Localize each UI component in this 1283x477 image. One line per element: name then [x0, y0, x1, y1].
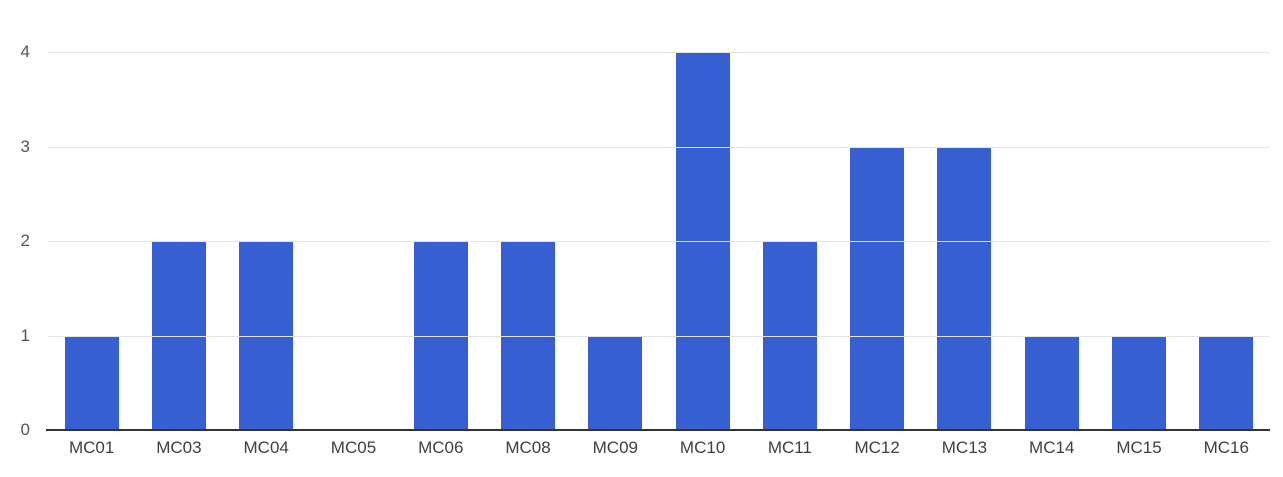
x-axis-label: MC16	[1203, 438, 1249, 457]
gridline	[48, 335, 1270, 337]
bar-mc12	[850, 146, 905, 430]
x-axis-label: MC01	[68, 438, 115, 457]
gridline	[48, 52, 1270, 53]
x-axis-label: MC09	[592, 438, 638, 457]
axis-baseline	[46, 429, 1270, 431]
x-axis-label: MC03	[156, 438, 202, 457]
x-axis-label: MC12	[854, 438, 900, 457]
gridline	[48, 241, 1270, 242]
x-axis-label: MC08	[505, 438, 551, 457]
x-axis-label: MC05	[330, 438, 377, 457]
bar-mc16	[1199, 335, 1254, 430]
x-axis-label: MC10	[679, 438, 726, 457]
x-axis-label: MC11	[767, 438, 812, 457]
bar-slot	[572, 52, 659, 430]
x-axis-label: MC13	[941, 438, 988, 457]
bar-mc14	[1024, 335, 1079, 430]
bar-mc13	[937, 146, 992, 430]
bar-slot	[921, 52, 1008, 430]
bar-slot	[1095, 52, 1182, 430]
y-axis-label: 2	[20, 231, 30, 250]
x-axis-label: MC04	[243, 438, 289, 457]
bar-mc09	[588, 335, 643, 430]
bar-slot	[1183, 52, 1270, 430]
bar-mc15	[1112, 335, 1167, 430]
y-axis-label: 4	[20, 42, 30, 61]
x-axis-label: MC06	[418, 438, 464, 457]
x-axis-label: MC14	[1029, 438, 1075, 457]
bar-slot	[48, 52, 135, 430]
bar-mc01	[64, 335, 119, 430]
plot-area	[46, 52, 1270, 431]
bar-slot	[1008, 52, 1095, 430]
y-axis-label: 3	[20, 136, 30, 156]
x-axis-label: MC15	[1116, 438, 1162, 457]
y-axis-label: 0	[20, 420, 30, 439]
gridline	[48, 146, 1270, 148]
y-axis-label: 1	[20, 325, 30, 345]
x-axis: MC01 MC03 MC04 MC05 MC06 MC08 MC09 MC10 MC11 MC12…	[48, 438, 1270, 458]
bar-slot	[834, 52, 921, 430]
